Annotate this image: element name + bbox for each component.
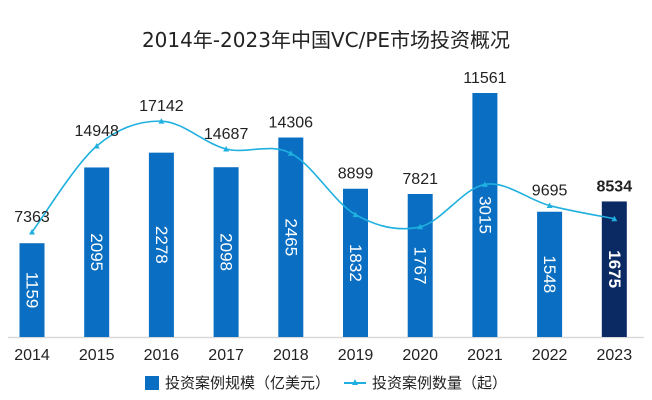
legend: 投资案例规模（亿美元） 投资案例数量（起）: [0, 372, 652, 393]
bar-2018: [278, 137, 304, 337]
bar-value-label: 2465: [281, 218, 300, 256]
bar-value-label: 2278: [152, 226, 171, 264]
line-point-2016: [158, 118, 165, 124]
line-point-2022: [546, 202, 553, 209]
line-value-label: 17142: [139, 98, 184, 115]
x-tick-label: 2021: [467, 347, 503, 364]
line-point-2014: [29, 228, 35, 235]
line-value-label: 9695: [532, 183, 568, 200]
line-point-2023: [611, 215, 618, 222]
x-tick-label: 2014: [14, 347, 50, 364]
bar-2022: [537, 211, 563, 337]
x-tick-label: 2022: [532, 347, 568, 364]
x-tick-label: 2018: [273, 347, 309, 364]
line-value-label: 8534: [597, 178, 633, 195]
bar-2021: [472, 93, 498, 338]
line-point-2019: [352, 211, 359, 218]
line-value-label: 14687: [204, 126, 249, 143]
line-point-2015: [93, 143, 100, 149]
bar-2014: [19, 243, 45, 337]
legend-item-line: 投资案例数量（起）: [344, 372, 507, 393]
bar-value-label: 1159: [23, 272, 42, 309]
legend-label-line: 投资案例数量（起）: [372, 374, 508, 392]
bar-2020: [407, 194, 433, 337]
legend-swatch-bar: [144, 375, 159, 390]
line-point-2021: [481, 181, 488, 187]
line-value-label: 7821: [402, 171, 438, 188]
chart-title: 2014年-2023年中国VC/PE市场投资概况: [141, 28, 511, 52]
x-tick-label: 2016: [144, 347, 180, 364]
bar-value-label: 1675: [605, 250, 624, 288]
bar-value-label: 2095: [87, 233, 106, 271]
line-value-label: 11561: [463, 70, 506, 87]
x-tick-label: 2015: [79, 347, 115, 364]
line-value-label: 8899: [338, 166, 374, 183]
legend-label-bar: 投资案例规模（亿美元）: [164, 374, 330, 392]
x-tick-label: 2017: [208, 347, 244, 364]
bar-value-label: 2098: [217, 233, 236, 271]
bar-2015: [84, 167, 110, 337]
x-tick-label: 2019: [338, 347, 374, 364]
bar-value-label: 1832: [346, 244, 365, 282]
legend-item-bar: 投资案例规模（亿美元）: [144, 372, 330, 393]
x-tick-label: 2020: [402, 347, 438, 364]
line-value-label: 14306: [269, 115, 314, 132]
legend-swatch-line: [344, 377, 366, 389]
x-tick-label: 2023: [597, 347, 633, 364]
line-point-2020: [417, 223, 424, 230]
bar-value-label: 1767: [411, 247, 430, 285]
line-value-label: 14948: [74, 123, 119, 140]
bar-2016: [148, 152, 174, 337]
line-series-count: [31, 120, 615, 233]
bar-2017: [213, 167, 239, 337]
bar-value-label: 1548: [540, 255, 559, 293]
bar-value-label: 3015: [475, 196, 494, 234]
bar-2023: [601, 201, 627, 337]
line-point-2018: [287, 150, 294, 156]
line-value-label: 7363: [14, 209, 50, 226]
line-point-2017: [223, 145, 230, 152]
